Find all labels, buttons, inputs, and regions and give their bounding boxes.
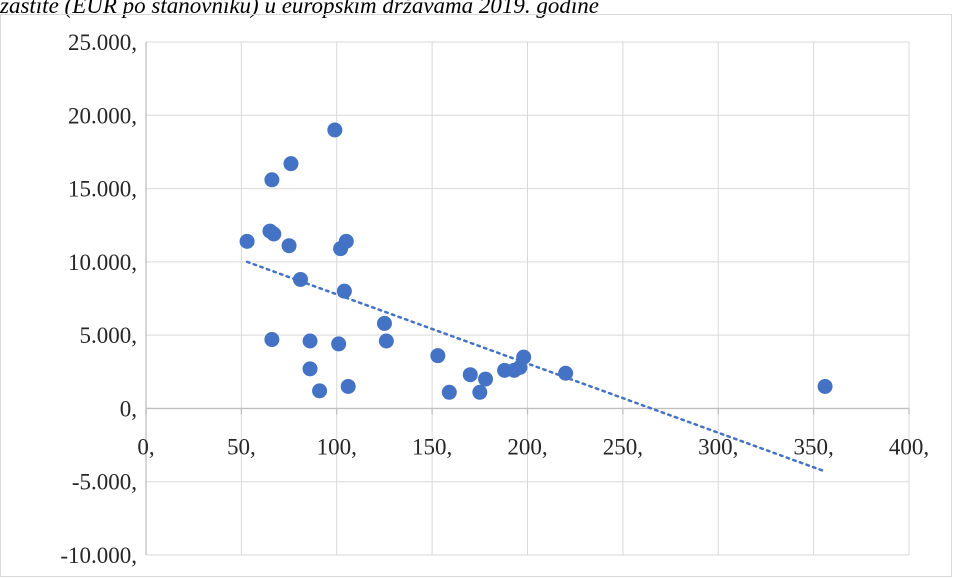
data-point — [327, 122, 343, 138]
y-tick-label: 15.000, — [68, 177, 137, 202]
data-point — [430, 348, 446, 364]
data-point — [336, 283, 352, 299]
x-tick-label: 150, — [412, 434, 452, 459]
x-tick-label: 400, — [889, 434, 929, 459]
data-point — [264, 332, 280, 348]
data-point — [378, 333, 394, 349]
data-point — [558, 365, 574, 381]
x-tick-label: 50, — [227, 434, 256, 459]
y-tick-label: -10.000, — [60, 543, 137, 568]
chart-area: -10.000, -5.000, 0, 5.000, 10.000, 15.000, 20.… — [0, 14, 952, 577]
data-point — [293, 271, 309, 287]
data-point — [462, 367, 478, 383]
data-point — [266, 226, 282, 242]
data-point — [264, 172, 280, 188]
tick-labels: -10.000,-5.000,0,5.000,10.000,15.000,20.… — [60, 30, 929, 568]
data-point — [302, 333, 318, 349]
gridlines — [146, 41, 910, 556]
x-tick-label: 350, — [794, 434, 834, 459]
y-tick-label: 5.000, — [80, 323, 138, 348]
data-point — [340, 378, 356, 394]
data-point — [331, 336, 347, 352]
y-tick-label: 25.000, — [68, 30, 137, 55]
data-point — [312, 383, 328, 399]
x-tick-label: 200, — [507, 434, 547, 459]
data-point — [441, 384, 457, 400]
y-tick-label: 10.000, — [68, 250, 137, 275]
data-point — [338, 233, 354, 249]
data-point — [239, 233, 255, 249]
y-tick-label: 0, — [120, 396, 137, 421]
data-point — [472, 384, 488, 400]
data-point — [376, 315, 392, 331]
data-point — [516, 349, 532, 365]
data-point — [817, 378, 833, 394]
data-point — [283, 156, 299, 172]
axes — [145, 42, 910, 555]
x-tick-label: 300, — [698, 434, 738, 459]
data-points — [239, 122, 833, 400]
scatter-chart: -10.000,-5.000,0,5.000,10.000,15.000,20.… — [60, 30, 929, 568]
y-tick-label: 20.000, — [68, 103, 137, 128]
data-point — [281, 238, 297, 254]
data-point — [478, 371, 494, 387]
x-tick-label: 250, — [603, 434, 643, 459]
x-tick-label: 100, — [317, 434, 357, 459]
data-point — [302, 361, 318, 377]
trendline — [245, 260, 827, 473]
chart-caption: zaštite (EUR po stanovniku) u europskim … — [0, 0, 599, 18]
x-tick-label: 0, — [137, 434, 154, 459]
trendline-layer — [245, 260, 827, 473]
y-tick-label: -5.000, — [72, 470, 137, 495]
